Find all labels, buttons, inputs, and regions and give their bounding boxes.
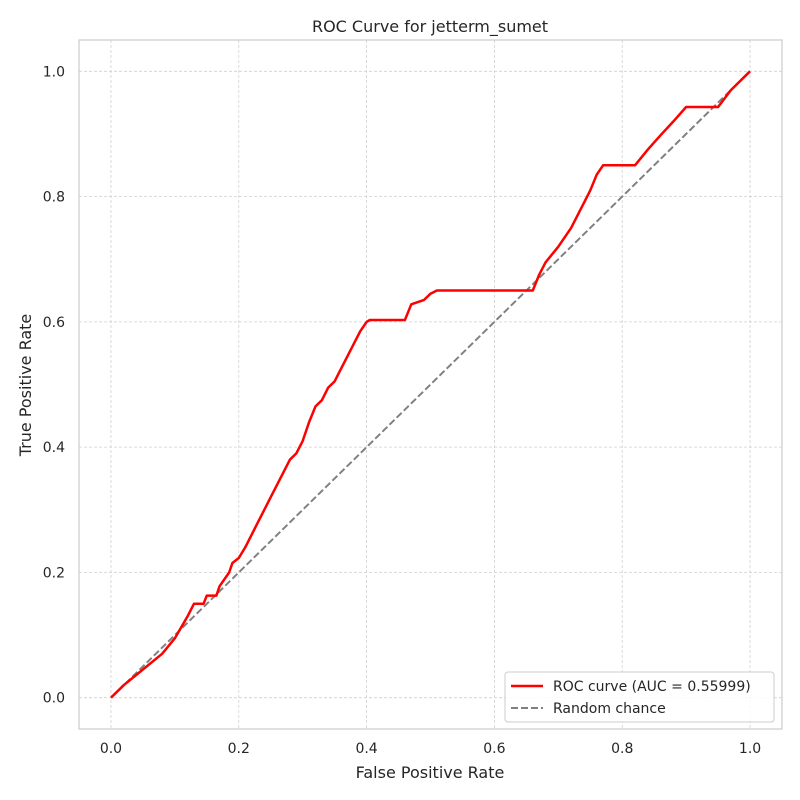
y-tick-label: 0.0 bbox=[43, 691, 65, 707]
x-tick-label: 0.6 bbox=[483, 741, 505, 757]
lines bbox=[110, 70, 751, 699]
roc-curve-line bbox=[110, 70, 751, 699]
y-axis-title: True Positive Rate bbox=[16, 314, 35, 458]
legend-box bbox=[504, 671, 775, 723]
legend-label-roc: ROC curve (AUC = 0.55999) bbox=[553, 679, 751, 695]
y-tick-label: 0.8 bbox=[43, 190, 65, 206]
random-chance-line bbox=[110, 70, 751, 699]
y-tick-label: 0.6 bbox=[43, 315, 65, 331]
legend-label-random: Random chance bbox=[553, 701, 666, 717]
x-tick-label: 0.2 bbox=[228, 741, 250, 757]
chart-title: ROC Curve for jetterm_sumet bbox=[312, 17, 548, 37]
x-axis-title: False Positive Rate bbox=[356, 763, 505, 782]
y-tick-label: 1.0 bbox=[43, 64, 65, 80]
ticks: 0.0 0.2 0.4 0.6 0.8 1.0 0.0 0.2 0.4 0.6 0.8 1.0 bbox=[43, 64, 761, 757]
x-tick-label: 0.8 bbox=[611, 741, 633, 757]
y-tick-label: 0.4 bbox=[43, 440, 65, 456]
x-tick-label: 0.4 bbox=[355, 741, 377, 757]
y-tick-label: 0.2 bbox=[43, 565, 65, 581]
x-tick-label: 0.0 bbox=[100, 741, 122, 757]
grid bbox=[79, 40, 782, 729]
legend: ROC curve (AUC = 0.55999) Random chance bbox=[504, 671, 775, 723]
x-tick-label: 1.0 bbox=[739, 741, 761, 757]
plot-frame bbox=[78, 39, 783, 730]
